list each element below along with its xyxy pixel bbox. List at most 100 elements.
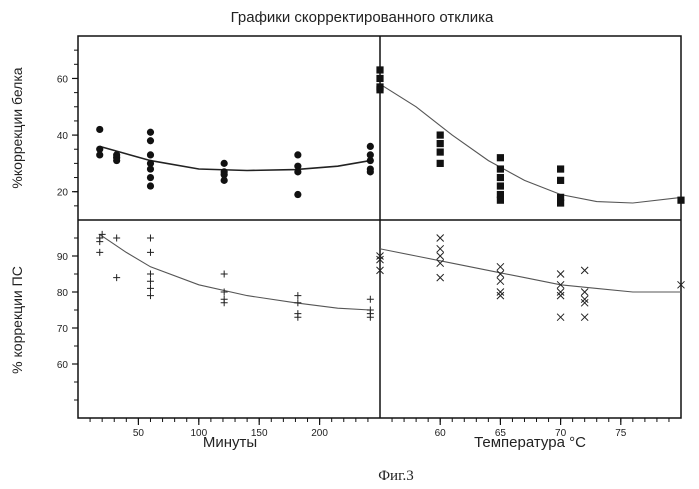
figure-caption: Фиг.3 [378,468,414,484]
data-point-square [436,148,444,156]
data-point-x [580,298,589,307]
data-point-circle [146,159,155,167]
data-point-circle [146,165,155,173]
data-point-square [557,199,565,207]
fit-curve [99,145,371,172]
data-point-circle [146,173,155,182]
data-point-x [556,270,565,278]
x-tick-label: 60 [435,428,447,439]
x-tick-label: 100 [190,428,207,439]
data-point-square [376,86,384,94]
x-axis-label-temperature: Температура °C [474,434,586,451]
data-point-circle [146,137,155,145]
data-point-circle [366,168,374,176]
data-point-circle [366,142,374,150]
data-point-x [580,266,589,275]
data-point-circle [146,151,155,159]
data-point-square [557,193,565,201]
y-tick-label: 60 [57,74,69,85]
data-point-plus [96,248,104,256]
data-point-square [376,74,384,83]
data-point-plus [113,274,121,282]
data-point-circle [294,151,302,159]
data-point-square [436,131,444,139]
data-point-circle [96,151,104,159]
data-point-plus [96,238,104,246]
data-point-plus [146,277,154,285]
data-point-x [436,273,445,282]
data-point-circle [113,156,121,165]
data-point-plus [146,234,154,242]
data-point-square [496,196,504,204]
x-axis-label-minutes: Минуты [203,434,257,451]
fit-curve [379,83,682,204]
fit-curve [379,248,681,293]
data-point-x [376,255,384,264]
data-point-square [496,154,504,162]
y-tick-label: 80 [57,288,69,299]
data-point-plus [294,299,302,307]
data-point-square [436,139,444,148]
x-tick-label: 75 [615,428,627,439]
data-point-plus [294,313,302,321]
panel-bottom-right: 60 65 70 75 [376,234,685,439]
y-tick-label: 60 [57,360,69,371]
x-tick-label: 150 [251,428,268,439]
data-point-circle [294,190,302,199]
data-point-plus [146,270,154,278]
data-point-plus [146,292,154,300]
x-tick-label: 65 [495,428,507,439]
data-point-x [556,291,565,300]
data-point-circle [366,156,374,165]
data-point-square [496,173,504,182]
data-point-plus [113,234,121,242]
data-point-circle [146,182,155,190]
data-point-square [677,196,685,204]
data-point-x [496,277,505,286]
data-point-plus [366,295,374,303]
y-axis-label-ps: % коррекции ПС [9,266,25,374]
chart-title: Графики скорректированного отклика [231,9,494,26]
data-point-plus [220,288,228,296]
data-point-square [376,66,384,74]
y-tick-label: 20 [57,188,69,199]
data-point-circle [366,151,374,159]
data-point-x [436,244,445,253]
chart-marks: 20 40 60 60 70 80 90 50 100 150 200 60 65 70 75 [57,49,685,439]
panel-top-right [376,66,685,207]
data-point-circle [294,162,302,170]
data-point-square [557,176,565,184]
data-point-x [496,270,505,278]
data-point-x [376,252,384,260]
data-point-x [436,252,445,260]
data-point-x [580,288,589,296]
data-point-x [376,266,384,275]
data-point-square [557,165,565,173]
data-point-circle [146,128,155,136]
x-tick-label: 70 [555,428,567,439]
data-point-square [436,159,444,167]
data-point-circle [220,171,228,179]
panel-bottom-left: 60 70 80 90 50 100 150 200 [57,230,374,439]
data-point-plus [98,230,106,238]
panel-top-left: 20 40 60 [57,49,374,207]
x-tick-label: 50 [133,428,145,439]
data-point-plus [146,284,154,292]
data-point-square [496,182,504,190]
data-point-circle [220,176,228,184]
data-point-plus [366,313,374,321]
data-point-circle [220,159,228,167]
data-point-x [436,234,445,242]
y-tick-label: 70 [57,324,69,335]
data-point-x [436,259,445,268]
data-point-x [496,291,505,300]
x-tick-label: 200 [311,428,328,439]
data-point-x [556,288,565,296]
data-point-x [556,313,565,322]
y-axis-label-protein: %коррекции белка [9,67,25,188]
data-point-circle [96,145,104,153]
plot-frame [77,35,682,419]
data-point-plus [146,248,154,256]
data-point-plus [220,270,228,278]
